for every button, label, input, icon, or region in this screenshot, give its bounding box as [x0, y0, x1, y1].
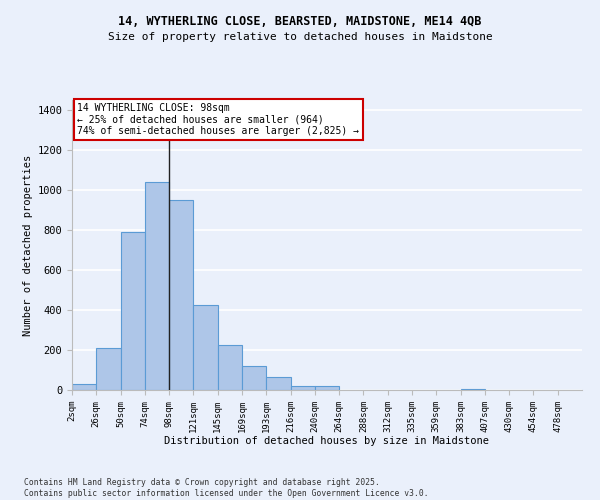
Text: 14, WYTHERLING CLOSE, BEARSTED, MAIDSTONE, ME14 4QB: 14, WYTHERLING CLOSE, BEARSTED, MAIDSTON… — [118, 15, 482, 28]
Bar — [266, 377, 290, 390]
X-axis label: Distribution of detached houses by size in Maidstone: Distribution of detached houses by size … — [164, 436, 490, 446]
Y-axis label: Number of detached properties: Number of detached properties — [23, 154, 33, 336]
Bar — [290, 386, 315, 390]
Bar — [121, 232, 145, 390]
Bar — [315, 386, 339, 390]
Text: Contains HM Land Registry data © Crown copyright and database right 2025.
Contai: Contains HM Land Registry data © Crown c… — [24, 478, 428, 498]
Bar — [145, 182, 169, 390]
Bar — [242, 366, 266, 390]
Text: 14 WYTHERLING CLOSE: 98sqm
← 25% of detached houses are smaller (964)
74% of sem: 14 WYTHERLING CLOSE: 98sqm ← 25% of deta… — [77, 103, 359, 136]
Bar — [169, 200, 193, 390]
Bar — [461, 389, 485, 390]
Bar — [218, 345, 242, 390]
Text: Size of property relative to detached houses in Maidstone: Size of property relative to detached ho… — [107, 32, 493, 42]
Bar — [72, 384, 96, 390]
Bar — [96, 348, 121, 390]
Bar — [193, 305, 218, 390]
